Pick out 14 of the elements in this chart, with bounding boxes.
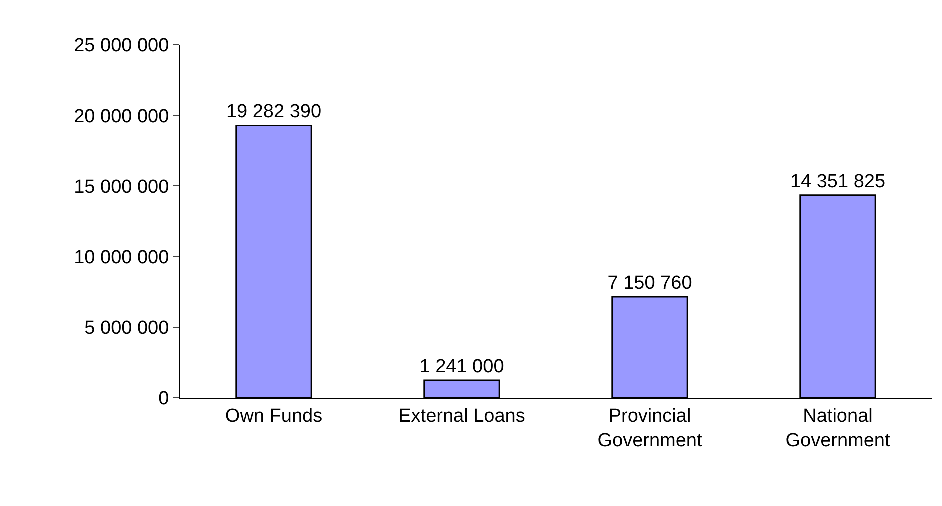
x-tick-label: External Loans (398, 406, 526, 427)
y-tick-label: 20 000 000 (74, 106, 170, 128)
y-tick-label: 15 000 000 (74, 176, 170, 198)
x-tick-label: Provincial Government (598, 406, 703, 452)
x-tick-label: Own Funds (225, 406, 323, 427)
data-label: 1 241 000 (420, 356, 504, 378)
y-tick-label: 25 000 000 (74, 36, 170, 57)
y-tick-label: 5 000 000 (84, 318, 170, 340)
data-label: 7 150 760 (608, 273, 692, 294)
y-tick-label: 0 (158, 388, 170, 410)
x-tick-label: National Government (786, 406, 891, 452)
data-label: 19 282 390 (226, 102, 322, 123)
data-label: 14 351 825 (790, 171, 886, 192)
y-tick-label: 10 000 000 (74, 247, 170, 268)
